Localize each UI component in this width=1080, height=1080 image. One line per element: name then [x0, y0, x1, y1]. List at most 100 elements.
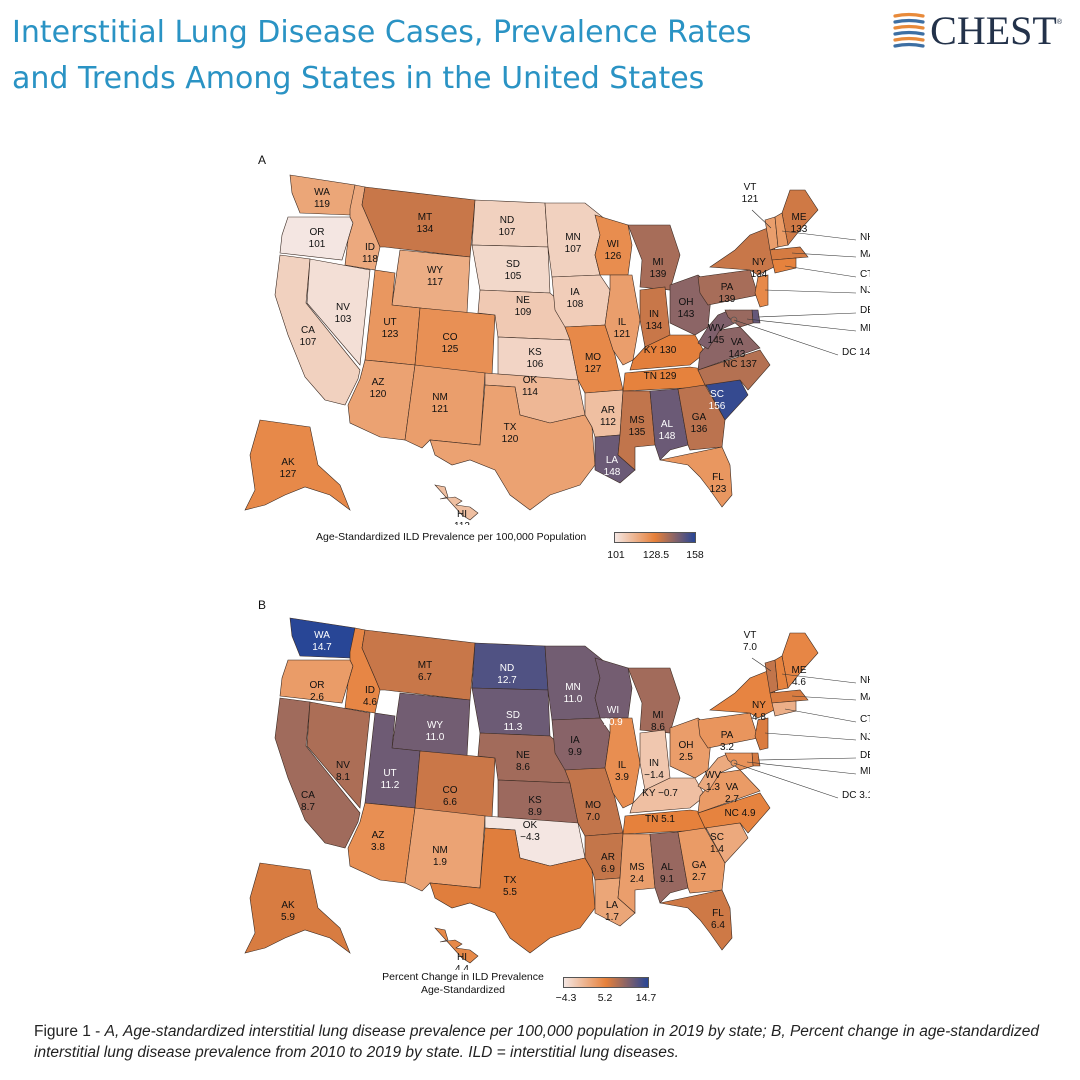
state-tx: [429, 827, 596, 954]
state-code-sd: SD: [506, 259, 520, 270]
legend-b-colorbar: [563, 977, 649, 988]
state-value-nv: 103: [335, 314, 352, 325]
panel-b-label: B: [258, 598, 267, 612]
state-value-or: 2.6: [310, 692, 324, 703]
state-label-md: MD 141: [860, 323, 870, 334]
state-code-il: IL: [618, 317, 627, 328]
state-ma: [769, 689, 809, 704]
state-label-ky: KY −0.7: [642, 788, 678, 799]
state-value-me: 4.6: [792, 677, 806, 688]
state-value-wi: 126: [605, 251, 622, 262]
leader-line-de: [757, 757, 857, 761]
state-label-ma: MA 132: [860, 249, 870, 260]
state-value-nm: 1.9: [433, 857, 447, 868]
state-nj: [754, 274, 769, 308]
state-value-il: 121: [614, 329, 631, 340]
state-value-mt: 134: [417, 224, 434, 235]
state-value-ia: 108: [567, 299, 584, 310]
state-code-or: OR: [310, 680, 325, 691]
state-value-sd: 105: [505, 271, 522, 282]
state-code-ks: KS: [528, 347, 542, 358]
state-pa: [697, 712, 759, 749]
state-value-mi: 8.6: [651, 722, 665, 733]
state-value-id: 4.6: [363, 697, 377, 708]
state-code-id: ID: [365, 242, 375, 253]
state-ca: [274, 254, 361, 406]
state-code-me: ME: [792, 665, 807, 676]
state-value-va: 143: [729, 349, 746, 360]
state-value-nd: 107: [499, 227, 516, 238]
state-code-sd: SD: [506, 710, 520, 721]
state-code-ia: IA: [570, 735, 580, 746]
state-code-mo: MO: [585, 352, 601, 363]
state-label-dc: DC 3.1: [842, 790, 870, 801]
state-code-wi: WI: [607, 239, 619, 250]
state-code-al: AL: [661, 419, 674, 430]
leader-line-md: [746, 318, 857, 332]
state-label-ct: CT 129: [860, 269, 870, 280]
chest-stripes-icon: [893, 12, 925, 48]
state-value-in: −1.4: [644, 770, 664, 781]
state-value-me: 133: [791, 224, 808, 235]
state-code-wv: WV: [705, 770, 721, 781]
state-code-nv: NV: [336, 760, 350, 771]
state-labels: WA14.7OR2.6CA8.7NV8.1ID4.6MT6.7WY11.0UT1…: [281, 630, 870, 970]
state-code-ga: GA: [692, 412, 707, 423]
state-hi: [434, 484, 479, 521]
caption-prefix: Figure 1 -: [34, 1023, 105, 1040]
state-value-mt: 6.7: [418, 672, 432, 683]
state-nh: [774, 655, 789, 691]
state-code-ne: NE: [516, 750, 530, 761]
leader-line-ct: [784, 265, 857, 278]
leader-line-dc: [733, 319, 839, 356]
state-shapes: [244, 617, 819, 964]
state-value-mn: 107: [565, 244, 582, 255]
state-code-ut: UT: [383, 768, 396, 779]
state-value-id: 118: [362, 254, 378, 265]
map-panel-a: WA119OR101CA107NV103ID118MT134WY117UT123…: [244, 174, 870, 525]
leader-line-nj: [764, 289, 857, 294]
state-code-pa: PA: [721, 730, 734, 741]
state-value-nd: 12.7: [497, 675, 517, 686]
state-code-ok: OK: [523, 375, 538, 386]
state-code-wy: WY: [427, 720, 443, 731]
state-label-tn: TN 129: [644, 371, 677, 382]
legend-a-tick-mid: 128.5: [642, 549, 670, 561]
state-value-ne: 109: [515, 307, 532, 318]
state-value-wy: 117: [427, 277, 443, 288]
state-value-sd: 11.3: [504, 722, 523, 733]
state-code-ia: IA: [570, 287, 580, 298]
leader-line-vt: [751, 657, 772, 672]
state-code-la: LA: [606, 900, 619, 911]
state-value-ga: 2.7: [692, 872, 706, 883]
state-code-hi: HI: [457, 952, 467, 963]
state-ak: [244, 419, 351, 511]
state-code-ne: NE: [516, 295, 530, 306]
state-label-md: MD 3.4: [860, 766, 870, 777]
leader-line-vt: [751, 209, 772, 229]
legend-b-title: Percent Change in ILD Prevalence Age-Sta…: [368, 971, 558, 997]
figure-caption: Figure 1 - A, Age-standardized interstit…: [34, 1021, 1064, 1063]
leader-line-de: [757, 312, 857, 318]
state-ia: [551, 717, 611, 771]
state-value-wv: 145: [708, 335, 725, 346]
legend-a-tick-max: 158: [686, 549, 704, 561]
state-code-il: IL: [618, 760, 627, 771]
state-value-pa: 3.2: [720, 742, 734, 753]
state-value-va: 2.7: [725, 794, 739, 805]
state-code-ms: MS: [630, 415, 645, 426]
state-value-al: 9.1: [660, 874, 674, 885]
state-value-tx: 5.5: [503, 887, 517, 898]
state-value-ut: 123: [382, 329, 399, 340]
state-value-mo: 127: [585, 364, 602, 375]
state-code-ak: AK: [281, 900, 295, 911]
state-value-co: 125: [442, 344, 459, 355]
state-il: [604, 717, 641, 809]
state-code-nd: ND: [500, 663, 514, 674]
state-label-nc: NC 137: [723, 359, 757, 370]
state-code-mn: MN: [565, 232, 581, 243]
caption-body: A, Age-standardized interstitial lung di…: [34, 1023, 1039, 1061]
state-ak: [244, 862, 351, 954]
state-code-oh: OH: [679, 297, 694, 308]
state-label-de: DE 6.1: [860, 750, 870, 761]
